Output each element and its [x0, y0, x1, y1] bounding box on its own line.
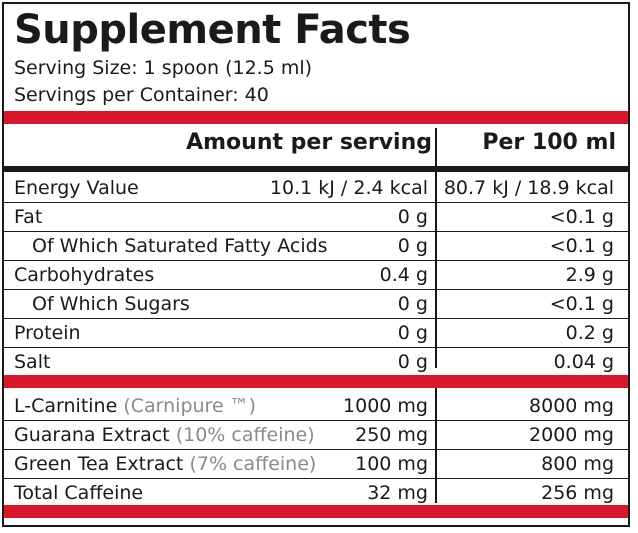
row-label: Of Which Sugars — [32, 293, 190, 315]
row-per100: 0.2 g — [565, 322, 614, 344]
row-per100: 80.7 kJ / 18.9 kcal — [443, 177, 614, 199]
ingredient-note: (7% caffeine) — [189, 453, 317, 475]
table-row: Total Caffeine 32 mg 256 mg — [4, 479, 628, 507]
red-divider-middle — [4, 375, 628, 388]
row-per100: 0.04 g — [553, 351, 614, 373]
table-row: Guarana Extract (10% caffeine) 250 mg 20… — [4, 421, 628, 450]
row-label: Protein — [14, 322, 81, 344]
red-divider-bottom — [4, 505, 628, 518]
row-amount: 0 g — [397, 322, 428, 344]
row-per100: 800 mg — [541, 453, 614, 475]
row-label: Green Tea Extract (7% caffeine) — [14, 450, 316, 478]
row-per100: 8000 mg — [529, 395, 614, 417]
row-per100: <0.1 g — [549, 293, 614, 315]
table-row: Fat 0 g <0.1 g — [4, 203, 628, 232]
table-row: Energy Value 10.1 kJ / 2.4 kcal 80.7 kJ … — [4, 174, 628, 203]
row-label: Carbohydrates — [14, 264, 155, 286]
row-amount: 0 g — [397, 351, 428, 373]
row-per100: 2000 mg — [529, 424, 614, 446]
page-title: Supplement Facts — [14, 7, 411, 53]
row-amount: 0 g — [397, 293, 428, 315]
row-per100: <0.1 g — [549, 206, 614, 228]
row-label: Energy Value — [14, 177, 139, 199]
row-label: Total Caffeine — [14, 479, 143, 507]
row-label: Guarana Extract (10% caffeine) — [14, 421, 315, 449]
serving-size: Serving Size: 1 spoon (12.5 ml) — [14, 57, 313, 79]
ingredient-name: L-Carnitine — [14, 395, 118, 417]
column-separator-ingredients — [435, 388, 437, 503]
row-per100: 256 mg — [541, 482, 614, 504]
ingredient-note: (Carnipure ™) — [123, 395, 257, 417]
row-label: Fat — [14, 206, 43, 228]
table-row: Carbohydrates 0.4 g 2.9 g — [4, 261, 628, 290]
row-amount: 10.1 kJ / 2.4 kcal — [269, 177, 428, 199]
ingredients-table: L-Carnitine (Carnipure ™) 1000 mg 8000 m… — [4, 392, 628, 507]
ingredient-name: Total Caffeine — [14, 482, 144, 504]
ingredient-name: Guarana Extract — [14, 424, 170, 446]
table-row: Of Which Sugars 0 g <0.1 g — [4, 290, 628, 319]
column-header-amount: Amount per serving — [186, 130, 432, 155]
servings-per-container: Servings per Container: 40 — [14, 84, 269, 106]
row-amount: 0.4 g — [379, 264, 428, 286]
nutrition-table: Energy Value 10.1 kJ / 2.4 kcal 80.7 kJ … — [4, 174, 628, 376]
row-amount: 250 mg — [355, 424, 428, 446]
header-rule — [4, 166, 628, 172]
row-amount: 100 mg — [355, 453, 428, 475]
row-label: Salt — [14, 351, 51, 373]
column-separator-nutrition — [435, 128, 437, 368]
ingredient-name: Green Tea Extract — [14, 453, 184, 475]
row-per100: 2.9 g — [565, 264, 614, 286]
red-divider-top — [4, 111, 628, 124]
table-row: L-Carnitine (Carnipure ™) 1000 mg 8000 m… — [4, 392, 628, 421]
row-amount: 0 g — [397, 206, 428, 228]
supplement-facts-panel: Supplement Facts Serving Size: 1 spoon (… — [2, 2, 630, 527]
row-amount: 1000 mg — [343, 395, 428, 417]
row-label: Of Which Saturated Fatty Acids — [32, 235, 328, 257]
row-per100: <0.1 g — [549, 235, 614, 257]
table-row: Salt 0 g 0.04 g — [4, 348, 628, 376]
table-row: Green Tea Extract (7% caffeine) 100 mg 8… — [4, 450, 628, 479]
row-amount: 32 mg — [367, 482, 428, 504]
table-row: Of Which Saturated Fatty Acids 0 g <0.1 … — [4, 232, 628, 261]
ingredient-note: (10% caffeine) — [175, 424, 315, 446]
column-header-per100: Per 100 ml — [482, 130, 616, 155]
row-label: L-Carnitine (Carnipure ™) — [14, 392, 256, 420]
row-amount: 0 g — [397, 235, 428, 257]
table-row: Protein 0 g 0.2 g — [4, 319, 628, 348]
